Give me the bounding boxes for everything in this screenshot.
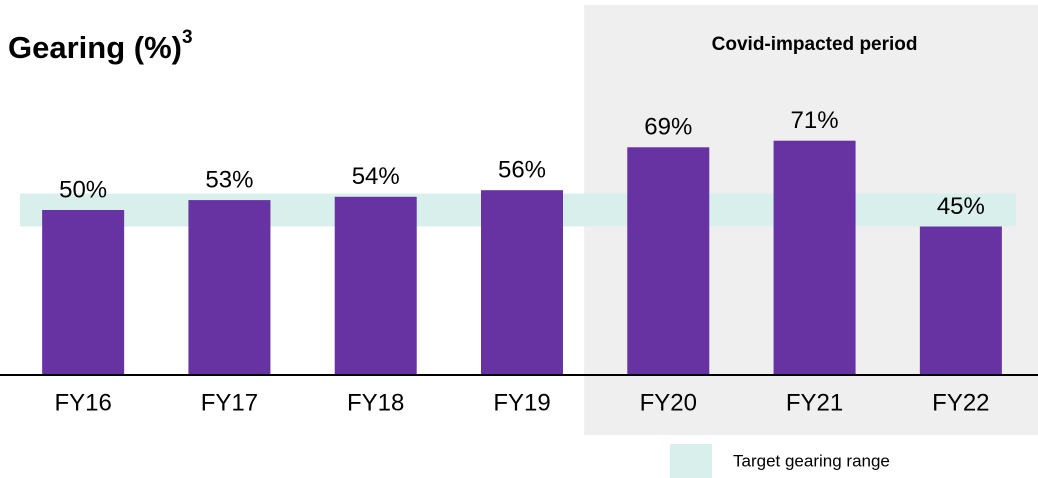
highlight-label: Covid-impacted period (712, 34, 918, 55)
value-label: 50% (59, 176, 107, 203)
title-text: Gearing (%) (8, 30, 182, 65)
x-tick-label: FY19 (493, 389, 550, 416)
x-tick-label: FY16 (54, 389, 111, 416)
chart-title: Gearing (%)3 (8, 27, 193, 65)
bar (481, 190, 563, 375)
value-label: 53% (205, 166, 253, 193)
x-tick-label: FY18 (347, 389, 404, 416)
value-label: 45% (937, 193, 985, 220)
legend-swatch (670, 444, 712, 478)
x-tick-label: FY17 (201, 389, 258, 416)
bar (919, 226, 1002, 375)
value-label: 69% (644, 114, 692, 141)
legend-label: Target gearing range (733, 451, 890, 470)
value-label: 56% (498, 157, 546, 184)
bar (334, 196, 417, 375)
bar (627, 147, 710, 375)
bar (188, 200, 271, 375)
value-label: 71% (791, 107, 839, 134)
bar (773, 140, 856, 375)
title-superscript: 3 (182, 27, 193, 48)
bar (42, 210, 125, 375)
x-tick-label: FY22 (932, 389, 989, 416)
value-label: 54% (352, 163, 400, 190)
x-tick-label: FY21 (786, 389, 843, 416)
x-tick-label: FY20 (640, 389, 697, 416)
